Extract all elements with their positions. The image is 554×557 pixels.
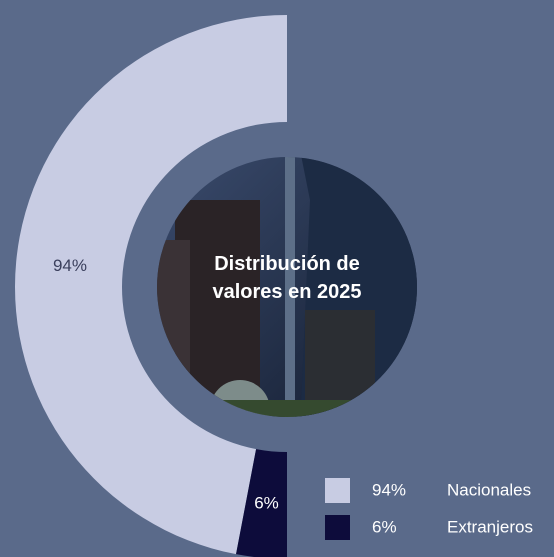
legend-value: 94% (372, 480, 406, 499)
legend-value: 6% (372, 517, 397, 536)
legend-label: Extranjeros (447, 517, 533, 536)
chart-title: Distribución de valores en 2025 (212, 253, 362, 303)
legend-swatch (325, 478, 350, 503)
legend-swatch (325, 515, 350, 540)
pie-segment (14, 15, 287, 555)
segment-label: 94% (53, 256, 87, 275)
pie-segment (236, 449, 287, 557)
segment-label: 6% (254, 494, 279, 513)
legend-label: Nacionales (447, 480, 531, 499)
